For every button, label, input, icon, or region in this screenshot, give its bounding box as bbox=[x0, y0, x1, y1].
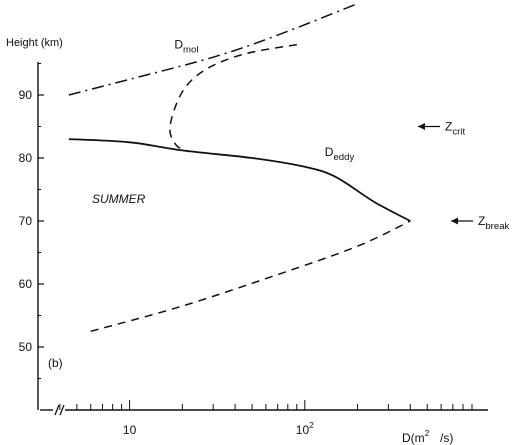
series-line-dashed-2 bbox=[169, 43, 297, 153]
series-group bbox=[68, 3, 411, 333]
y-tick-label: 80 bbox=[19, 151, 33, 165]
y-tick-label: 60 bbox=[19, 277, 33, 291]
x-tick-label: 10 bbox=[123, 423, 137, 437]
panel-label: (b) bbox=[48, 356, 63, 370]
x-axis-label-end: /s) bbox=[440, 431, 453, 445]
series-line-dashed-3 bbox=[90, 220, 411, 333]
y-tick-label: 90 bbox=[19, 88, 33, 102]
annotation-z-crit: Zcrit bbox=[445, 120, 465, 138]
label-d-eddy: Deddy bbox=[325, 145, 355, 163]
y-tick-label: 70 bbox=[19, 214, 33, 228]
series-line-mol bbox=[68, 3, 358, 96]
annotation-arrowhead bbox=[418, 123, 425, 130]
axis-break-mark bbox=[54, 404, 60, 416]
season-label: SUMMER bbox=[92, 192, 146, 206]
x-tick-label: 102 bbox=[296, 420, 314, 437]
label-d-mol: Dmol bbox=[174, 38, 198, 56]
x-axis-label: D(m2 bbox=[402, 428, 430, 445]
labels: Dmol Deddy Height (km) D(m2/s) SUMMER (b) Zcri… bbox=[6, 37, 510, 445]
annotation-arrowhead bbox=[451, 217, 458, 225]
axis-break-mark bbox=[59, 404, 65, 416]
y-axis-label: Height (km) bbox=[6, 37, 63, 49]
axes bbox=[37, 62, 488, 416]
series-line-eddy bbox=[68, 138, 411, 222]
ticks: 50 60 70 80 90 10 102 bbox=[19, 63, 473, 437]
annotation-z-break: Zbreak bbox=[478, 214, 510, 232]
y-tick-label: 50 bbox=[19, 340, 33, 354]
